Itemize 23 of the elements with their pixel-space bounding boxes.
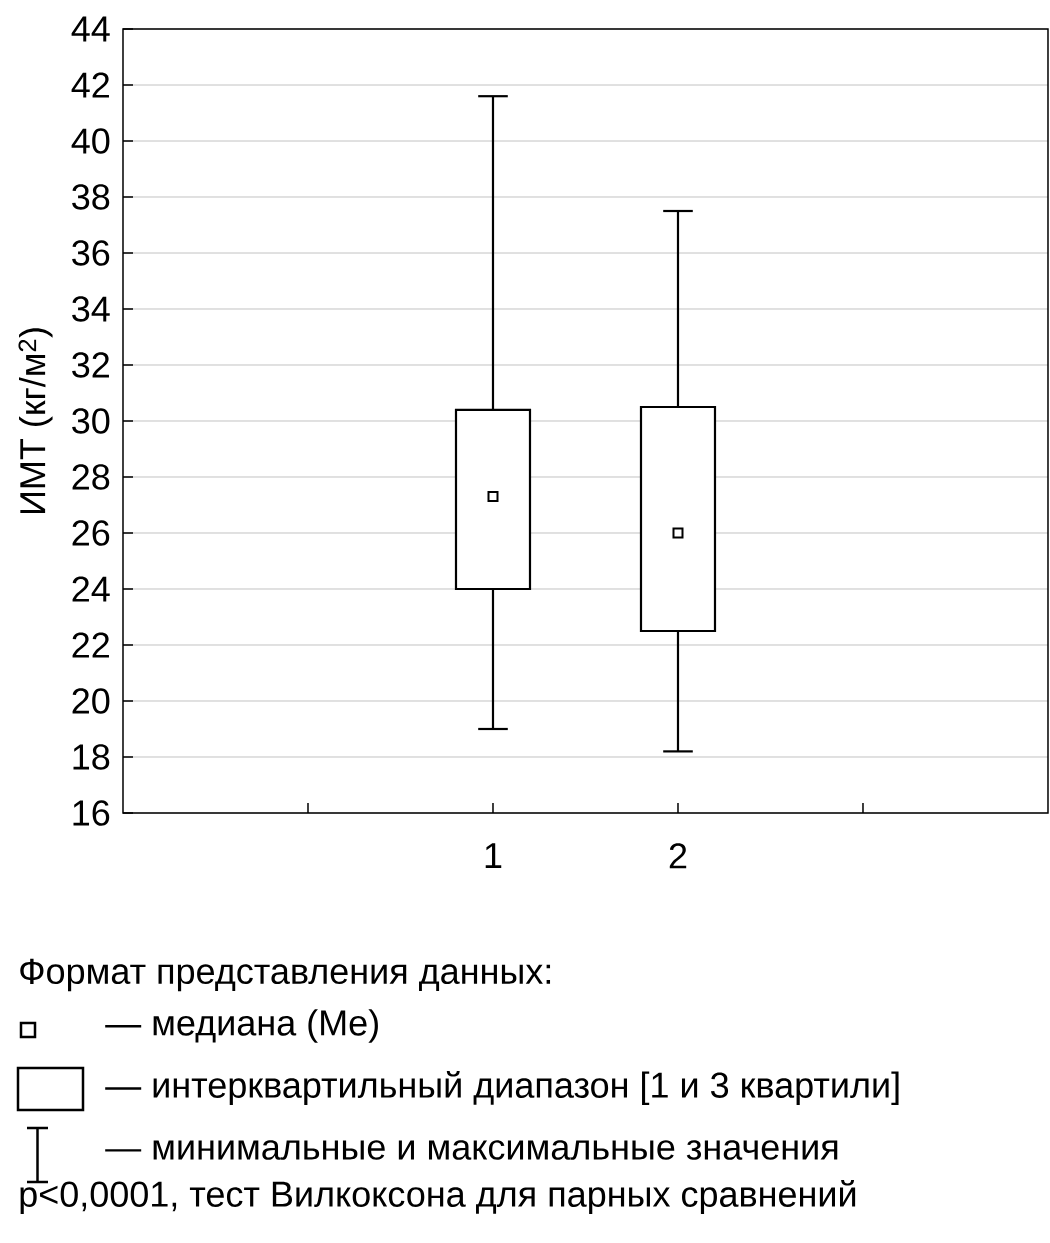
y-tick-label: 44 <box>71 16 110 42</box>
x-tick-label: 2 <box>669 843 687 869</box>
y-tick-label: 40 <box>71 128 110 154</box>
y-tick-label: 36 <box>72 240 110 266</box>
y-tick-label: 16 <box>73 800 110 826</box>
text: — минимальные и максимальные значения <box>105 1140 838 1160</box>
y-tick-label: 22 <box>72 632 109 658</box>
text: Формат представления данных: <box>20 958 551 992</box>
y-tick-label: 34 <box>72 296 110 322</box>
y-tick-label: 38 <box>72 184 110 210</box>
y-tick-label: 26 <box>72 520 110 546</box>
y-axis-title: ИМТ (кг/м$^{2}$) <box>18 328 53 514</box>
y-tick-label: 18 <box>73 744 110 770</box>
text: p<0,0001, тест Вилкоксона для парных сравнений <box>20 1179 856 1215</box>
text: — медиана (Me) <box>105 1009 378 1043</box>
x-tick-label: 1 <box>485 843 502 868</box>
y-tick-label: 28 <box>72 464 110 490</box>
y-tick-label: 32 <box>72 352 109 378</box>
y-tick-label: 20 <box>72 688 110 714</box>
text: — интерквартильный диапазон [1 и 3 квартили] <box>105 1070 899 1106</box>
y-tick-label: 42 <box>71 72 109 98</box>
y-tick-label: 30 <box>72 408 110 434</box>
y-tick-label: 24 <box>72 576 110 602</box>
